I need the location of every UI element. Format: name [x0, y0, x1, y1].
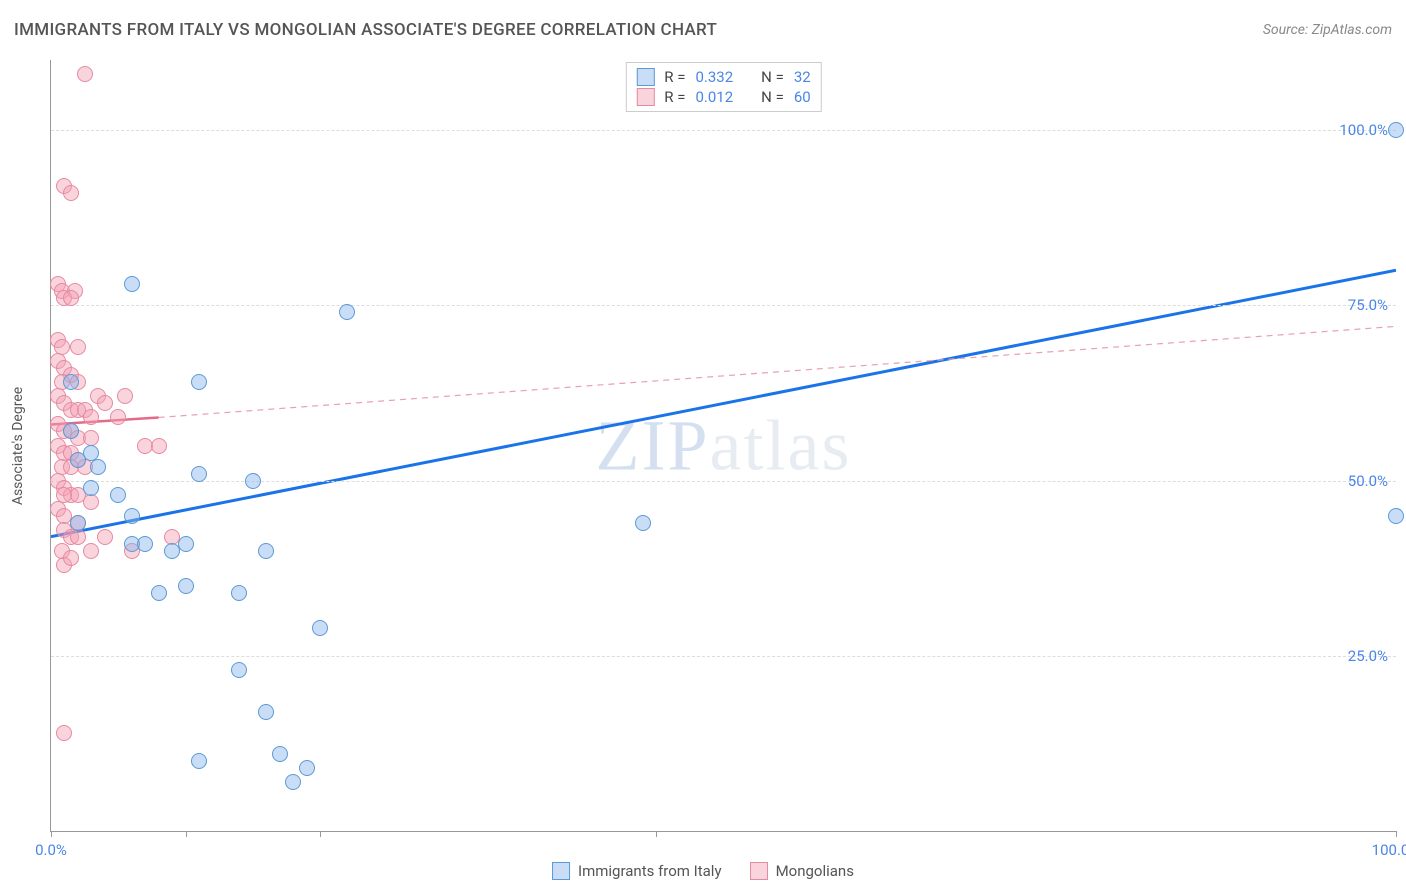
data-point-series-0 [137, 536, 153, 552]
watermark-atlas: atlas [710, 405, 852, 485]
r-label-0: R = [664, 68, 685, 86]
stats-legend-box: R = 0.332 N = 32 R = 0.012 N = 60 [625, 62, 821, 112]
data-point-series-1 [70, 339, 86, 355]
legend-label-0: Immigrants from Italy [578, 862, 722, 880]
xtick-label-right: 100.0% [1372, 841, 1406, 859]
gridline-h [51, 130, 1396, 131]
data-point-series-1 [83, 494, 99, 510]
data-point-series-1 [56, 725, 72, 741]
data-point-series-0 [124, 276, 140, 292]
xtick-label-left: 0.0% [35, 841, 67, 859]
data-point-series-1 [63, 550, 79, 566]
data-point-series-1 [97, 395, 113, 411]
chart-title: IMMIGRANTS FROM ITALY VS MONGOLIAN ASSOC… [14, 20, 717, 40]
data-point-series-1 [77, 66, 93, 82]
data-point-series-0 [110, 487, 126, 503]
ytick-label: 50.0% [1348, 472, 1388, 490]
watermark-zip: ZIP [596, 405, 710, 485]
xtick [186, 831, 187, 837]
data-point-series-0 [191, 753, 207, 769]
xtick [656, 831, 657, 837]
gridline-h [51, 305, 1396, 306]
data-point-series-0 [70, 515, 86, 531]
data-point-series-0 [312, 620, 328, 636]
trend-lines-svg [51, 60, 1396, 831]
legend-item-1: Mongolians [750, 862, 854, 880]
plot-area: ZIPatlas R = 0.332 N = 32 R = 0.012 N = … [50, 60, 1396, 832]
r-label-1: R = [664, 88, 685, 106]
data-point-series-0 [285, 774, 301, 790]
n-value-1: 60 [794, 88, 811, 106]
swatch-series-0 [636, 68, 654, 86]
legend-label-1: Mongolians [776, 862, 854, 880]
data-point-series-1 [151, 438, 167, 454]
data-point-series-0 [231, 662, 247, 678]
source-name: ZipAtlas.com [1312, 22, 1392, 38]
data-point-series-0 [83, 480, 99, 496]
data-point-series-1 [117, 388, 133, 404]
data-point-series-0 [258, 704, 274, 720]
trend-line [159, 326, 1396, 417]
gridline-h [51, 656, 1396, 657]
swatch-series-1 [636, 88, 654, 106]
legend-swatch-1 [750, 862, 768, 880]
data-point-series-0 [191, 466, 207, 482]
data-point-series-1 [63, 185, 79, 201]
ytick-label: 100.0% [1339, 121, 1388, 139]
data-point-series-0 [124, 508, 140, 524]
data-point-series-0 [63, 374, 79, 390]
legend-item-0: Immigrants from Italy [552, 862, 722, 880]
stats-row-series-1: R = 0.012 N = 60 [636, 87, 810, 107]
data-point-series-0 [90, 459, 106, 475]
data-point-series-1 [70, 529, 86, 545]
data-point-series-0 [178, 536, 194, 552]
ytick-label: 25.0% [1348, 647, 1388, 665]
xtick [51, 831, 52, 837]
source-label: Source: ZipAtlas.com [1263, 22, 1392, 38]
data-point-series-1 [83, 409, 99, 425]
data-point-series-1 [97, 529, 113, 545]
data-point-series-0 [272, 746, 288, 762]
data-point-series-0 [231, 585, 247, 601]
n-label-0: N = [761, 68, 784, 86]
title-bar: IMMIGRANTS FROM ITALY VS MONGOLIAN ASSOC… [14, 20, 1392, 40]
data-point-series-0 [635, 515, 651, 531]
data-point-series-0 [339, 304, 355, 320]
legend-swatch-0 [552, 862, 570, 880]
data-point-series-0 [245, 473, 261, 489]
bottom-legend: Immigrants from Italy Mongolians [552, 862, 854, 880]
trend-line [51, 270, 1396, 536]
data-point-series-0 [63, 423, 79, 439]
data-point-series-1 [63, 290, 79, 306]
data-point-series-0 [70, 452, 86, 468]
n-value-0: 32 [794, 68, 811, 86]
data-point-series-1 [83, 543, 99, 559]
data-point-series-0 [1388, 122, 1404, 138]
source-prefix: Source: [1263, 22, 1312, 38]
r-value-1: 0.012 [695, 88, 733, 106]
data-point-series-1 [110, 409, 126, 425]
data-point-series-0 [191, 374, 207, 390]
xtick [320, 831, 321, 837]
xtick [1396, 831, 1397, 837]
stats-row-series-0: R = 0.332 N = 32 [636, 67, 810, 87]
data-point-series-0 [1388, 508, 1404, 524]
r-value-0: 0.332 [695, 68, 733, 86]
data-point-series-0 [258, 543, 274, 559]
n-label-1: N = [761, 88, 784, 106]
data-point-series-0 [178, 578, 194, 594]
data-point-series-0 [151, 585, 167, 601]
data-point-series-1 [56, 487, 72, 503]
ytick-label: 75.0% [1348, 296, 1388, 314]
y-axis-label: Associate's Degree [10, 387, 26, 505]
watermark: ZIPatlas [596, 404, 852, 487]
data-point-series-0 [299, 760, 315, 776]
